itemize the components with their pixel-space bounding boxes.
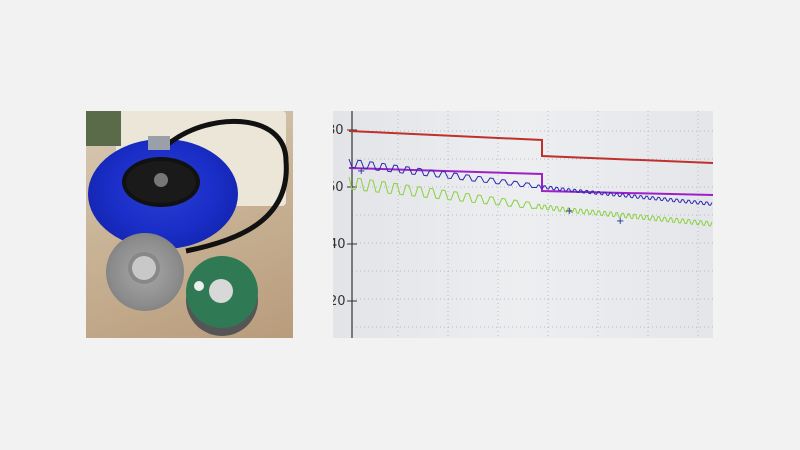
y-tick-label: 20 — [333, 294, 346, 309]
plot-screen: + + + — [347, 111, 713, 338]
fan-motor-photo — [86, 111, 293, 338]
bearing — [132, 256, 156, 280]
y-tick-label: 40 — [333, 237, 346, 252]
fan-shaft — [154, 173, 168, 187]
emission-plot-photo: + + + 80 60 40 20 — [333, 111, 713, 338]
y-tick-label: 60 — [333, 180, 344, 195]
marker-plus: + — [565, 206, 573, 217]
limit-line-average — [348, 167, 713, 196]
pcb-center-hole — [209, 279, 233, 303]
cable — [148, 118, 289, 254]
capacitor — [194, 281, 204, 291]
limit-line-peak — [348, 130, 713, 164]
marker-plus: + — [357, 166, 365, 177]
y-tick-label: 80 — [333, 123, 344, 138]
trace-average — [348, 176, 713, 227]
marker-plus: + — [616, 216, 624, 227]
circuit-board-background — [86, 111, 121, 146]
trace-peak — [348, 158, 713, 206]
